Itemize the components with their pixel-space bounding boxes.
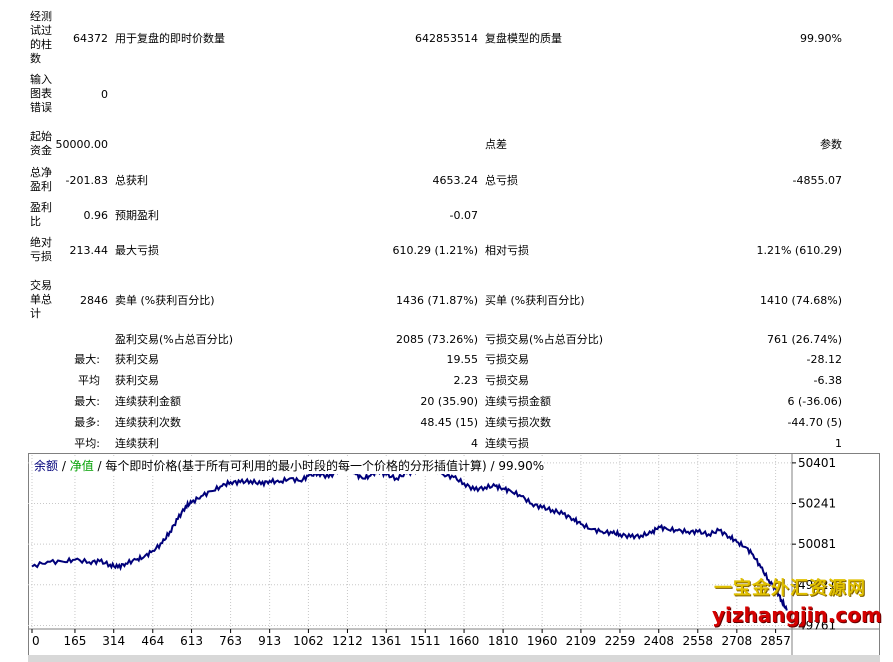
- x-tick-label: 464: [141, 634, 164, 648]
- col3-value-wl: 761 (26.74%): [766, 333, 842, 346]
- col3-value-bars: 99.90%: [800, 32, 842, 45]
- x-tick-label: 0: [32, 634, 40, 648]
- col3-label-maxconsp: 连续亏损次数: [485, 416, 551, 429]
- col3-label-wl: 亏损交易(%占总百分比): [485, 333, 604, 346]
- col3-value-maxcons: 6 (-36.06): [787, 395, 842, 408]
- x-tick-label: 1660: [449, 634, 480, 648]
- col2-label-maxcons: 连续获利金额: [115, 395, 181, 408]
- col2-label-pf: 预期盈利: [115, 209, 159, 222]
- col3-value-avgcons: 1: [835, 437, 842, 450]
- x-tick-label: 165: [63, 634, 86, 648]
- watermark-cn: 一宝金外汇资源网: [714, 578, 866, 599]
- row-prefix-avgcons: 平均:: [74, 437, 100, 450]
- col2-value-largest: 19.55: [446, 353, 479, 366]
- legend-rest: / 每个即时价格(基于所有可利用的最小时段的每一个价格的分形插值计算) / 99…: [93, 459, 545, 473]
- col2-label-bars: 用于复盘的即时价数量: [115, 32, 225, 45]
- x-tick-label: 2708: [722, 634, 753, 648]
- row-value-deposit: 50000.00: [55, 138, 109, 151]
- x-tick-label: 314: [102, 634, 125, 648]
- col3-label-largest: 亏损交易: [485, 353, 529, 366]
- row-label-pf: 盈利比: [30, 201, 52, 228]
- row-value-bars: 64372: [73, 32, 108, 45]
- col3-value-maxconsp: -44.70 (5): [787, 416, 842, 429]
- chart-legend: 余额 / 净值 / 每个即时价格(基于所有可利用的最小时段的每一个价格的分形插值…: [34, 457, 545, 474]
- col2-label-average: 获利交易: [115, 374, 159, 387]
- x-tick-label: 2259: [605, 634, 636, 648]
- col2-label-avgcons: 连续获利: [115, 437, 159, 450]
- row-label-dd: 绝对亏损: [30, 236, 52, 263]
- col2-label-wl: 盈利交易(%占总百分比): [115, 333, 234, 346]
- col3-label-average: 亏损交易: [485, 374, 529, 387]
- row-label-net: 总净盈利: [30, 166, 52, 193]
- x-tick-label: 1062: [293, 634, 324, 648]
- legend-equity: 净值: [69, 459, 94, 473]
- x-tick-label: 913: [258, 634, 281, 648]
- col2-value-avgcons: 4: [471, 437, 478, 450]
- col2-value-trades: 1436 (71.87%): [395, 294, 478, 307]
- x-tick-label: 1511: [410, 634, 441, 648]
- y-tick-label: 50081: [798, 537, 836, 551]
- x-tick-label: 2109: [566, 634, 597, 648]
- legend-balance: 余额: [34, 459, 59, 473]
- row-label-bars: 经测试过的柱数: [30, 10, 52, 65]
- col2-value-maxconsp: 48.45 (15): [420, 416, 478, 429]
- col3-label-maxcons: 连续亏损金额: [485, 395, 551, 408]
- col2-value-pf: -0.07: [449, 209, 478, 222]
- row-prefix-average: 平均: [78, 374, 100, 387]
- col2-value-maxcons: 20 (35.90): [420, 395, 478, 408]
- x-tick-label: 1960: [527, 634, 558, 648]
- row-prefix-maxconsp: 最多:: [74, 416, 100, 429]
- x-tick-label: 2857: [760, 634, 791, 648]
- y-tick-label: 50241: [798, 497, 836, 511]
- x-tick-label: 1361: [371, 634, 402, 648]
- x-tick-label: 613: [180, 634, 203, 648]
- col2-label-largest: 获利交易: [115, 353, 159, 366]
- col3-label-trades: 买单 (%获利百分比): [485, 294, 585, 307]
- y-tick-label: 50401: [798, 456, 836, 470]
- col2-value-average: 2.23: [453, 374, 479, 387]
- row-label-deposit: 起始资金: [30, 130, 52, 157]
- x-tick-label: 1212: [332, 634, 363, 648]
- row-value-errors: 0: [101, 88, 108, 101]
- col3-value-net: -4855.07: [792, 174, 842, 187]
- x-tick-label: 2408: [643, 634, 674, 648]
- col2-value-bars: 642853514: [415, 32, 478, 45]
- watermark-url: yizhangjin.com: [712, 603, 882, 627]
- col2-value-wl: 2085 (73.26%): [395, 333, 478, 346]
- x-tick-label: 763: [219, 634, 242, 648]
- col2-label-trades: 卖单 (%获利百分比): [115, 294, 215, 307]
- legend-sep: /: [58, 459, 70, 473]
- col2-value-dd: 610.29 (1.21%): [392, 244, 478, 257]
- y-tick-label: 49761: [798, 618, 836, 632]
- col3-value-dd: 1.21% (610.29): [756, 244, 842, 257]
- bottom-tabbar: [28, 655, 880, 662]
- col2-label-net: 总获利: [115, 174, 148, 187]
- row-value-pf: 0.96: [83, 209, 109, 222]
- row-value-dd: 213.44: [69, 244, 109, 257]
- x-tick-label: 2558: [683, 634, 714, 648]
- col3-label-bars: 复盘模型的质量: [485, 32, 562, 45]
- col3-label-dd: 相对亏损: [485, 244, 529, 257]
- y-tick-label: 49921: [798, 578, 836, 592]
- row-prefix-maxcons: 最大:: [74, 395, 100, 408]
- row-label-trades: 交易单总计: [30, 279, 52, 320]
- x-tick-label: 1810: [488, 634, 519, 648]
- col3-value-deposit: 参数: [820, 138, 842, 151]
- col3-label-avgcons: 连续亏损: [485, 437, 529, 450]
- col3-value-largest: -28.12: [806, 353, 842, 366]
- row-value-net: -201.83: [65, 174, 108, 187]
- col3-label-deposit: 点差: [485, 138, 507, 151]
- col2-value-net: 4653.24: [432, 174, 479, 187]
- col3-value-trades: 1410 (74.68%): [759, 294, 842, 307]
- row-prefix-largest: 最大:: [74, 353, 100, 366]
- row-value-trades: 2846: [80, 294, 108, 307]
- col3-label-net: 总亏损: [485, 174, 518, 187]
- col2-label-dd: 最大亏损: [115, 244, 159, 257]
- row-label-errors: 输入图表错误: [30, 73, 52, 114]
- col2-label-maxconsp: 连续获利次数: [115, 416, 181, 429]
- col3-value-average: -6.38: [813, 374, 842, 387]
